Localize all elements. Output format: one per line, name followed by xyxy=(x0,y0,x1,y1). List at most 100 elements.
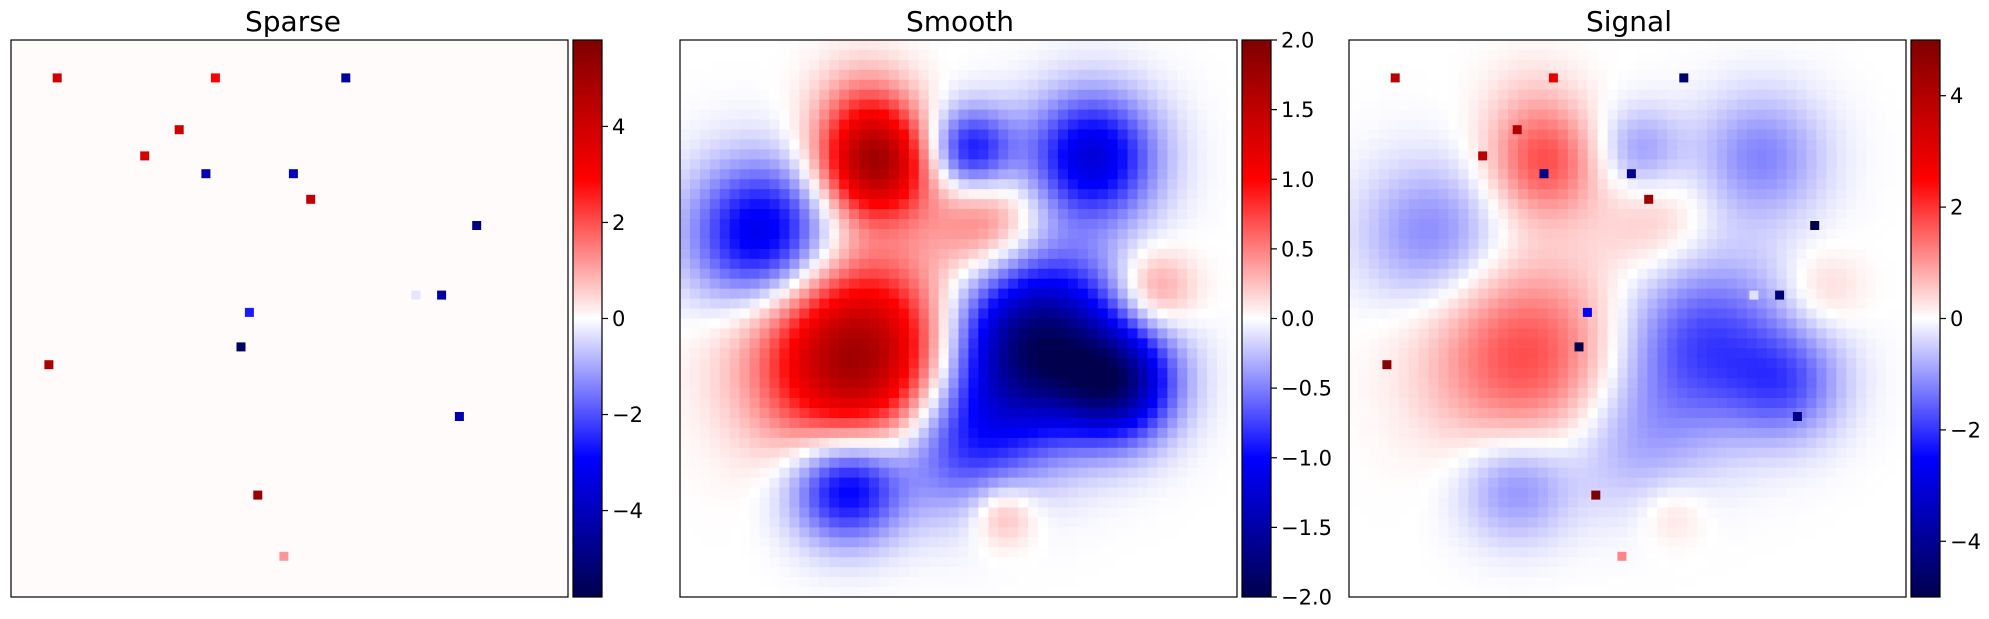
heatmap-cell xyxy=(1388,179,1400,190)
heatmap-cell xyxy=(1567,278,1579,290)
heatmap-cell xyxy=(898,40,910,51)
heatmap-cell xyxy=(699,497,711,509)
heatmap-cell xyxy=(819,338,830,349)
heatmap-cell xyxy=(928,119,940,131)
heatmap-cell xyxy=(1368,59,1380,71)
heatmap-cell xyxy=(1048,228,1059,240)
heatmap-cell xyxy=(729,119,741,131)
heatmap-cell xyxy=(928,368,940,379)
heatmap-cell xyxy=(1077,497,1089,509)
heatmap-cell xyxy=(1358,40,1370,51)
heatmap-cell xyxy=(1746,69,1758,81)
heatmap-cell xyxy=(1717,288,1728,300)
heatmap-cell xyxy=(1197,447,1208,459)
heatmap-cell xyxy=(1567,288,1579,300)
heatmap-cell xyxy=(1028,89,1039,101)
heatmap-cell xyxy=(1157,417,1168,429)
heatmap-cell xyxy=(1117,79,1129,91)
heatmap-cell xyxy=(1448,209,1460,220)
heatmap-cell xyxy=(1677,109,1688,121)
heatmap-cell xyxy=(908,378,920,389)
heatmap-cell xyxy=(1018,129,1029,141)
heatmap-cell xyxy=(1418,228,1430,240)
heatmap-cell xyxy=(759,368,771,379)
heatmap-cell xyxy=(1398,358,1410,369)
heatmap-cell xyxy=(1796,258,1808,270)
heatmap-cell xyxy=(1028,258,1039,270)
heatmap-cell xyxy=(1018,139,1029,151)
heatmap-cell xyxy=(948,587,960,598)
heatmap-cell xyxy=(769,358,781,369)
heatmap-cell xyxy=(1816,328,1828,339)
heatmap-cell xyxy=(1458,40,1469,51)
heatmap-cell xyxy=(1528,69,1539,81)
heatmap-cell xyxy=(1117,368,1129,379)
heatmap-cell xyxy=(829,358,840,369)
heatmap-cell xyxy=(1408,238,1420,250)
heatmap-cell xyxy=(1896,109,1907,121)
heatmap-cell xyxy=(1067,238,1079,250)
heatmap-cell xyxy=(998,398,1009,409)
heatmap-cell xyxy=(918,467,930,479)
heatmap-cell xyxy=(1717,278,1728,290)
heatmap-cell xyxy=(759,537,771,548)
heatmap-cell xyxy=(978,487,989,499)
heatmap-cell xyxy=(1647,89,1658,101)
heatmap-cell xyxy=(1627,119,1639,131)
heatmap-cell xyxy=(1127,487,1139,499)
heatmap-cell xyxy=(898,219,910,230)
heatmap-cell xyxy=(1717,308,1728,320)
heatmap-cell xyxy=(1707,159,1718,170)
heatmap-cell xyxy=(1147,497,1159,509)
heatmap-cell xyxy=(868,417,880,429)
heatmap-cell xyxy=(1826,258,1837,270)
heatmap-cell xyxy=(1028,497,1039,509)
heatmap-cell xyxy=(1746,278,1758,290)
heatmap-cell xyxy=(1717,159,1728,170)
heatmap-cell xyxy=(779,149,791,160)
heatmap-cell xyxy=(829,189,840,200)
heatmap-cell xyxy=(1207,298,1218,310)
heatmap-cell xyxy=(1438,328,1450,339)
heatmap-cell xyxy=(988,49,999,61)
heatmap-cell xyxy=(1077,348,1089,359)
heatmap-cell xyxy=(729,189,741,200)
heatmap-cell xyxy=(1187,467,1198,479)
heatmap-cell xyxy=(1408,189,1420,200)
heatmap-cell xyxy=(749,467,761,479)
heatmap-cell xyxy=(1577,89,1589,101)
heatmap-cell xyxy=(819,49,830,61)
heatmap-cell xyxy=(680,408,691,419)
heatmap-cell xyxy=(1826,228,1837,240)
heatmap-cell xyxy=(1127,437,1139,449)
heatmap-cell xyxy=(1826,288,1837,300)
heatmap-cell xyxy=(809,288,820,300)
heatmap-cell xyxy=(799,497,810,509)
heatmap-cell xyxy=(1207,467,1218,479)
heatmap-cell xyxy=(1087,537,1099,548)
heatmap-cell xyxy=(1786,248,1798,260)
heatmap-cell xyxy=(978,89,989,101)
heatmap-cell xyxy=(1177,318,1188,330)
heatmap-cell xyxy=(839,129,850,141)
heatmap-cell xyxy=(1087,139,1099,151)
heatmap-cell xyxy=(1349,40,1360,51)
heatmap-cell xyxy=(1028,59,1039,71)
heatmap-cell xyxy=(1537,99,1549,111)
heatmap-cell xyxy=(1836,129,1847,141)
heatmap-cell xyxy=(1018,328,1029,339)
heatmap-cell xyxy=(769,517,781,528)
heatmap-cell xyxy=(1157,248,1168,260)
heatmap-cell xyxy=(799,427,810,439)
heatmap-cell xyxy=(1107,437,1119,449)
heatmap-cell xyxy=(1147,437,1159,449)
heatmap-cell xyxy=(1418,99,1430,111)
heatmap-cell xyxy=(998,587,1009,598)
heatmap-cell xyxy=(849,398,860,409)
heatmap-cell xyxy=(789,59,800,71)
heatmap-cell xyxy=(1756,119,1768,131)
heatmap-cell xyxy=(1856,119,1867,131)
heatmap-cell xyxy=(1048,348,1059,359)
heatmap-cell xyxy=(1057,507,1069,519)
heatmap-cell xyxy=(1756,109,1768,121)
